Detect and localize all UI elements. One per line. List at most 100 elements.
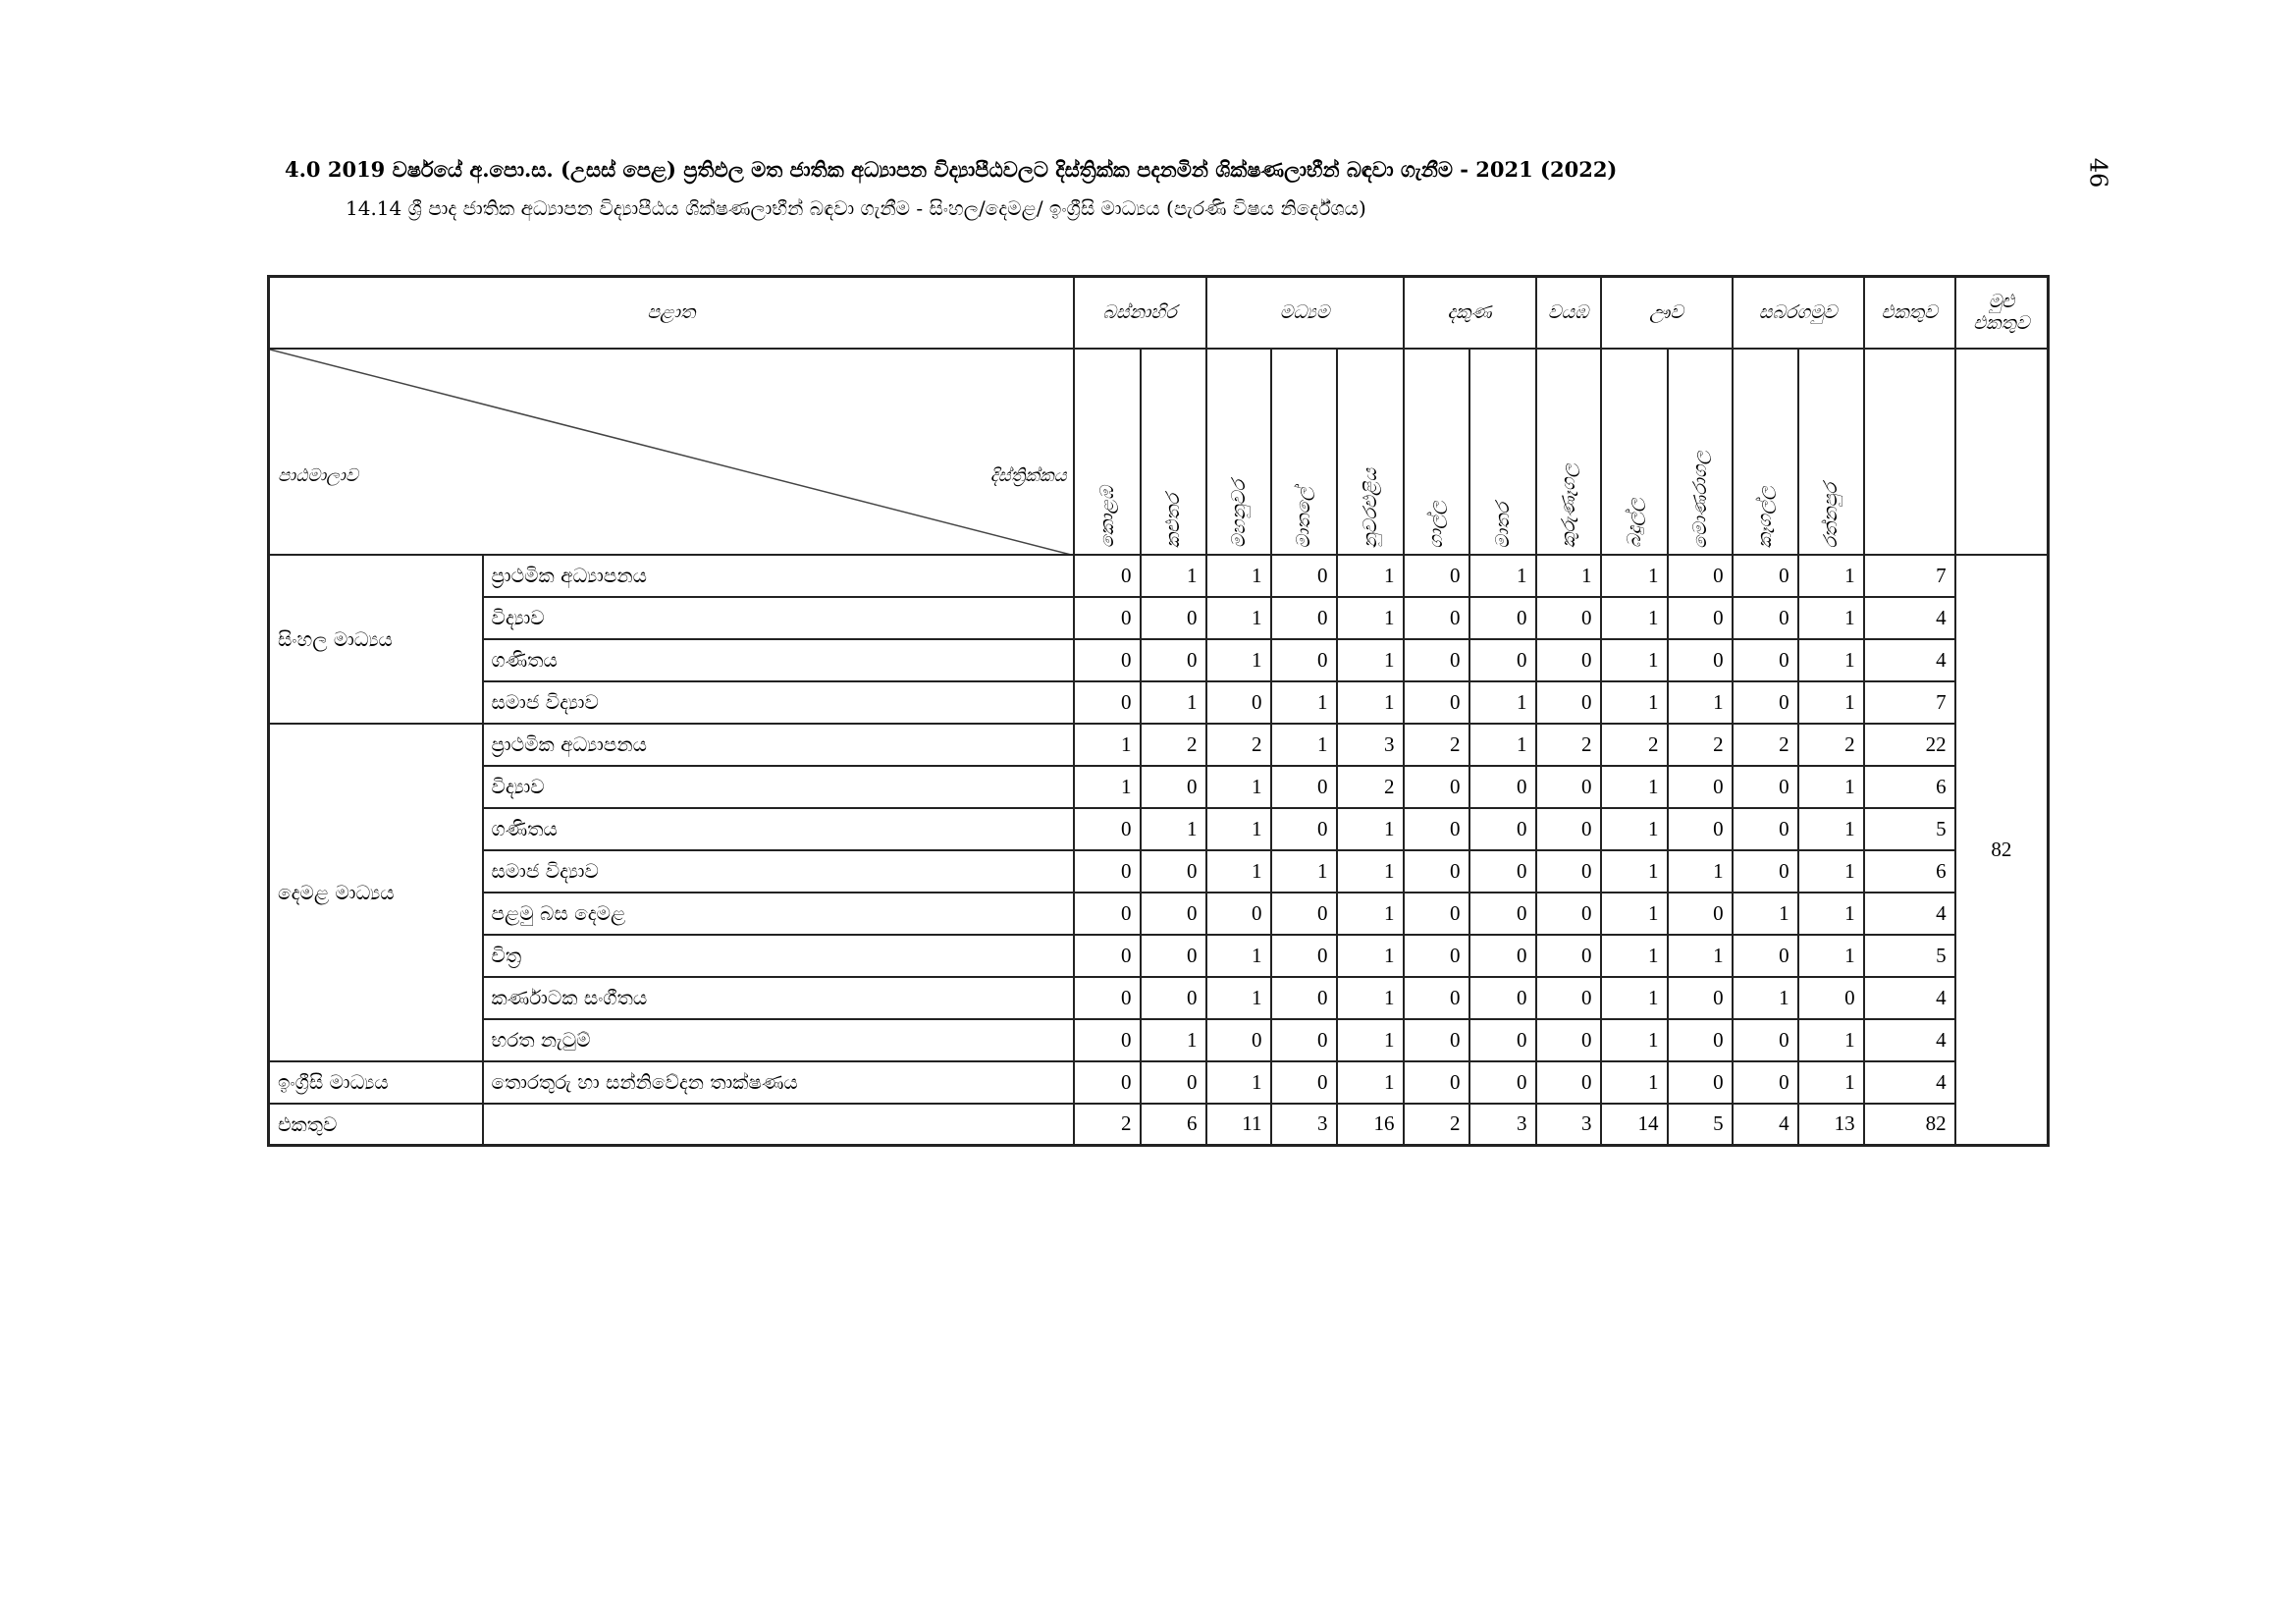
value-cell: 0	[1072, 1059, 1142, 1105]
district-header: මාතර	[1468, 347, 1537, 556]
value-cell: 0	[1402, 806, 1470, 851]
value-cell: 1	[1335, 637, 1405, 682]
value-cell: 2	[1796, 722, 1865, 767]
district-name: මොණරාගල	[1688, 450, 1711, 549]
district-header: කෑගල්ල	[1731, 347, 1799, 556]
value-cell: 1	[1796, 553, 1865, 598]
district-header: මාතලේ	[1269, 347, 1338, 556]
course-name: ගණිතය	[481, 637, 1075, 682]
value-cell: 0	[1468, 637, 1537, 682]
course-name: විද්‍යාව	[481, 595, 1075, 640]
course-name: සමාජ විද්‍යාව	[481, 848, 1075, 893]
value-cell: 0	[1269, 891, 1338, 936]
value-cell: 0	[1534, 1059, 1602, 1105]
course-name: චිත්‍ර	[481, 933, 1075, 978]
value-cell: 2	[1335, 764, 1405, 809]
value-cell: 0	[1139, 848, 1207, 893]
district-header: රත්නපුර	[1796, 347, 1865, 556]
value-cell: 1	[1139, 806, 1207, 851]
value-cell: 0	[1139, 1059, 1207, 1105]
column-total-cell: 5	[1666, 1102, 1734, 1147]
value-cell: 1	[1796, 933, 1865, 978]
value-cell: 0	[1402, 679, 1470, 725]
district-label: දිස්ත්‍රික්කය	[989, 464, 1067, 486]
district-name: ගාල්ල	[1425, 500, 1448, 549]
row-total-cell: 22	[1862, 722, 1956, 767]
row-total-cell: 5	[1862, 933, 1956, 978]
province-uva: ඌව	[1599, 275, 1734, 350]
value-cell: 1	[1731, 891, 1799, 936]
medium-group-label: සිංහල මාධ්‍යය	[267, 553, 484, 725]
value-cell: 1	[1599, 975, 1669, 1020]
value-cell: 1	[1468, 722, 1537, 767]
district-name: කෑගල්ල	[1754, 486, 1777, 549]
value-cell: 0	[1468, 595, 1537, 640]
table-row: ඉංග්‍රීසි මාධ්‍යය තොරතුරු හා සන්නිවේදන තා…	[267, 1059, 2049, 1105]
value-cell: 0	[1269, 933, 1338, 978]
value-cell: 0	[1468, 806, 1537, 851]
value-cell: 0	[1402, 553, 1470, 598]
overall-total-cell: 82	[1862, 1102, 1956, 1147]
column-total-cell: 11	[1204, 1102, 1272, 1147]
district-header: මහනුවර	[1204, 347, 1272, 556]
value-cell: 0	[1731, 637, 1799, 682]
column-total-cell: 16	[1335, 1102, 1405, 1147]
value-cell: 0	[1534, 764, 1602, 809]
value-cell: 0	[1269, 553, 1338, 598]
value-cell: 0	[1072, 848, 1142, 893]
value-cell: 1	[1139, 553, 1207, 598]
grand-total-header: මුළු එකතුව	[1953, 275, 2050, 350]
value-cell: 1	[1599, 1059, 1669, 1105]
value-cell: 1	[1796, 679, 1865, 725]
value-cell: 0	[1666, 553, 1734, 598]
value-cell: 1	[1335, 848, 1405, 893]
value-cell: 0	[1269, 975, 1338, 1020]
row-total-cell: 4	[1862, 975, 1956, 1020]
value-cell: 1	[1599, 848, 1669, 893]
value-cell: 1	[1204, 806, 1272, 851]
table-row: ගණිතය 0 1 1 0 1 0 0 0 1 0 0 1 5	[269, 806, 2049, 851]
course-name: භරත නැටුම්	[481, 1017, 1075, 1062]
value-cell: 0	[1402, 1059, 1470, 1105]
district-name: කළුතර	[1162, 494, 1185, 549]
value-cell: 1	[1335, 891, 1405, 936]
value-cell: 1	[1599, 553, 1669, 598]
row-total-cell: 6	[1862, 848, 1956, 893]
value-cell: 0	[1402, 764, 1470, 809]
value-cell: 1	[1204, 553, 1272, 598]
value-cell: 0	[1402, 595, 1470, 640]
value-cell: 2	[1599, 722, 1669, 767]
value-cell: 0	[1269, 595, 1338, 640]
value-cell: 1	[1796, 848, 1865, 893]
value-cell: 1	[1072, 722, 1142, 767]
district-name: කුරුණෑගල	[1557, 463, 1579, 549]
row-total-cell: 6	[1862, 764, 1956, 809]
value-cell: 0	[1666, 595, 1734, 640]
table-row: සමාජ විද්‍යාව 0 0 1 1 1 0 0 0 1 1 0 1 6	[269, 848, 2049, 893]
row-total-cell: 4	[1862, 595, 1956, 640]
value-cell: 1	[1534, 553, 1602, 598]
value-cell: 0	[1731, 806, 1799, 851]
district-header: කොළඹ	[1072, 347, 1142, 556]
value-cell: 2	[1731, 722, 1799, 767]
medium-group-label: ඉංග්‍රීසි මාධ්‍යය	[267, 1059, 484, 1105]
district-name: රත්නපුර	[1820, 482, 1842, 549]
district-name: මහනුවර	[1227, 480, 1250, 549]
value-cell: 0	[1534, 637, 1602, 682]
value-cell: 0	[1534, 933, 1602, 978]
province-sabaragamuwa: සබරගමුව	[1731, 275, 1865, 350]
row-total-cell: 4	[1862, 1017, 1956, 1062]
value-cell: 0	[1468, 891, 1537, 936]
value-cell: 2	[1666, 722, 1734, 767]
value-cell: 0	[1666, 637, 1734, 682]
value-cell: 1	[1204, 848, 1272, 893]
value-cell: 0	[1666, 1017, 1734, 1062]
value-cell: 0	[1072, 975, 1142, 1020]
value-cell: 1	[1796, 1017, 1865, 1062]
value-cell: 1	[1796, 891, 1865, 936]
table-row: භරත නැටුම් 0 1 0 0 1 0 0 0 1 0 0 1 4	[269, 1017, 2049, 1062]
totals-blank	[481, 1102, 1075, 1147]
recruitment-table: පළාත බස්නාහිර මධ්‍යම දකුණ වයඹ ඌව සබරගමුව…	[267, 275, 2051, 1147]
course-name: කර්ණාටක සංගීතය	[481, 975, 1075, 1020]
value-cell: 1	[1796, 806, 1865, 851]
